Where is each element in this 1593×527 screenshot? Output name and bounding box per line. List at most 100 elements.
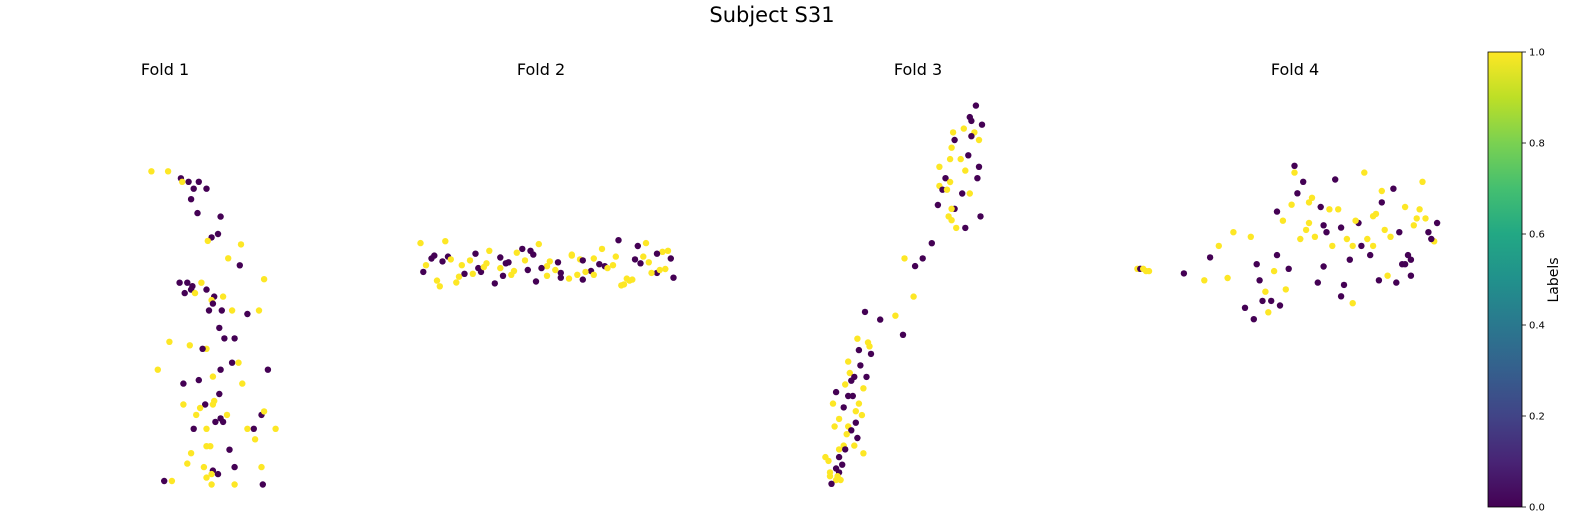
fold-1-point — [200, 463, 208, 471]
fold-2-point — [491, 280, 498, 287]
fold-4-point — [1419, 178, 1426, 185]
fold-2-point — [640, 253, 647, 260]
fold-4-point — [1253, 261, 1260, 268]
fold-3-point — [957, 155, 964, 163]
fold-3-point — [965, 152, 972, 159]
fold-4-point — [1428, 235, 1435, 243]
fold-3-point — [977, 213, 984, 220]
fold-1-point — [260, 408, 268, 415]
fold-1-point — [194, 209, 201, 217]
fold-2-point — [436, 283, 443, 290]
fold-2-point — [590, 271, 597, 278]
fold-1-point — [187, 450, 195, 457]
fold-1-point — [221, 335, 228, 342]
fold-3-point — [826, 473, 834, 480]
fold-2-point — [546, 258, 553, 265]
fold-3-point — [840, 404, 847, 411]
fold-4-point — [1335, 206, 1342, 213]
fold-4-point — [1413, 215, 1420, 222]
fold-4-point — [1297, 235, 1304, 243]
fold-4-point — [1381, 226, 1388, 234]
fold-1-point — [231, 463, 238, 471]
fold-1-point — [228, 307, 236, 314]
fold-3-point — [948, 217, 955, 224]
fold-4-point — [1378, 187, 1386, 195]
fold-2-title: Fold 2 — [517, 60, 565, 79]
fold-2-point — [590, 255, 597, 262]
fold-1-point — [209, 401, 217, 408]
fold-4-point — [1384, 272, 1391, 279]
fold-1-point — [191, 289, 199, 297]
fold-2-point — [543, 263, 551, 270]
fold-4-point — [1361, 169, 1368, 176]
colorbar: 0.0 0.2 0.4 0.6 0.8 1.0 Labels — [1487, 48, 1562, 514]
fold-3-point — [832, 476, 840, 484]
fold-1-point — [190, 425, 197, 432]
fold-4-point — [1320, 222, 1327, 229]
fold-1-point — [179, 178, 186, 185]
fold-2-point — [604, 264, 611, 272]
fold-4-point — [1230, 229, 1237, 236]
fold-4-point — [1294, 190, 1301, 197]
fold-4-point — [1349, 242, 1356, 250]
fold-2-point — [469, 270, 476, 277]
fold-2-point — [543, 272, 551, 279]
colorbar-tick-label: 0.0 — [1529, 503, 1545, 514]
fold-3-point — [828, 480, 835, 487]
fold-2-point — [497, 254, 504, 261]
fold-3-point — [975, 136, 983, 144]
fold-3-point — [854, 434, 861, 442]
fold-1-point — [209, 373, 217, 380]
fold-1-point — [235, 359, 242, 366]
fold-2-point — [453, 279, 460, 286]
fold-4-point — [1305, 199, 1313, 206]
colorbar-label: Labels — [1546, 257, 1562, 302]
colorbar-ticks: 0.0 0.2 0.4 0.6 0.8 1.0 — [1522, 48, 1545, 514]
fold-3-point — [939, 186, 946, 193]
colorbar-tick-label: 1.0 — [1529, 48, 1545, 59]
fold-4-point — [1206, 254, 1214, 261]
fold-1-point — [259, 481, 266, 488]
fold-4-point — [1407, 272, 1415, 279]
fold-4-point — [1250, 316, 1258, 323]
fold-3-point — [835, 415, 843, 423]
fold-4-point — [1337, 224, 1345, 231]
fold-2-point — [535, 240, 542, 248]
fold-4-point — [1291, 162, 1298, 169]
fold-2-point — [422, 262, 430, 269]
fold-3-point — [855, 346, 863, 354]
fold-2-point — [480, 263, 487, 271]
fold-3-point — [855, 400, 863, 407]
fold-2-point — [486, 247, 493, 254]
fold-4-point — [1259, 297, 1266, 305]
fold-1-point — [219, 293, 227, 300]
fold-2-point — [497, 264, 504, 272]
fold-4-point — [1343, 235, 1351, 243]
fold-2-point — [472, 250, 479, 257]
fold-2-point — [609, 262, 617, 269]
fold-3-point — [946, 155, 954, 163]
fold-3-point — [851, 442, 858, 449]
fold-3-point — [911, 262, 919, 270]
fold-4-point — [1317, 203, 1324, 211]
fold-3-point — [960, 125, 967, 132]
fold-4-point — [1247, 233, 1255, 240]
fold-1-point — [195, 178, 202, 185]
fold-2-point — [634, 242, 641, 250]
fold-2-point — [455, 273, 463, 280]
fold-3-point — [951, 136, 958, 144]
fold-1-point — [214, 230, 222, 238]
fold-2-point — [466, 257, 474, 264]
fold-4-point — [1369, 242, 1377, 250]
fold-3-point — [863, 373, 870, 381]
figure-title: Subject S31 — [709, 3, 834, 27]
fold-3-point — [975, 163, 983, 170]
fold-1-point — [218, 307, 225, 314]
fold-4-point — [1358, 242, 1365, 250]
fold-3-point — [899, 331, 907, 338]
fold-3-point — [946, 178, 954, 186]
fold-2-point — [642, 239, 650, 247]
fold-2-point — [653, 250, 661, 257]
fold-1-panel: Fold 1 — [141, 60, 279, 488]
